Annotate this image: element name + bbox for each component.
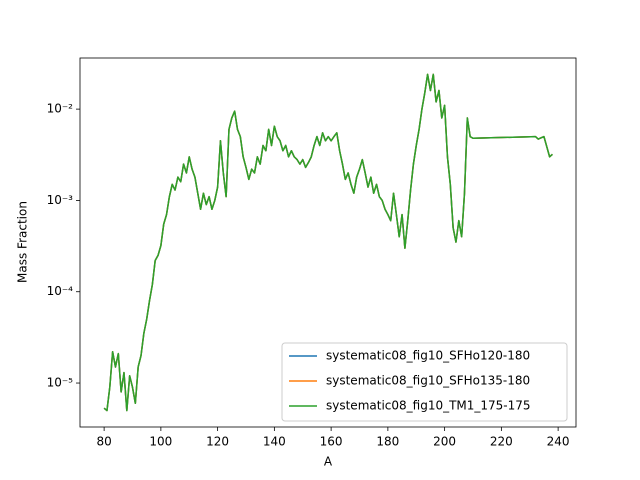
series-line	[103, 73, 553, 412]
legend-label: systematic08_fig10_SFHo120-180	[326, 349, 530, 363]
legend-label: systematic08_fig10_SFHo135-180	[326, 374, 530, 388]
x-tick-label: 120	[206, 435, 229, 449]
legend-label: systematic08_fig10_TM1_175-175	[326, 399, 531, 413]
x-tick-label: 220	[490, 435, 513, 449]
x-tick-label: 100	[149, 435, 172, 449]
y-tick-label: 10⁻²	[47, 102, 74, 116]
y-axis-label: Mass Fraction	[16, 201, 30, 283]
x-tick-label: 240	[547, 435, 570, 449]
x-tick-label: 180	[376, 435, 399, 449]
legend-box	[281, 342, 568, 422]
x-tick-label: 140	[263, 435, 286, 449]
x-tick-label: 80	[96, 435, 111, 449]
plot-frame	[79, 57, 577, 428]
y-tick-label: 10⁻⁴	[47, 284, 74, 298]
x-tick-label: 200	[433, 435, 456, 449]
x-tick-label: 160	[320, 435, 343, 449]
y-tick-label: 10⁻³	[47, 193, 74, 207]
y-tick-label: 10⁻⁵	[47, 376, 74, 390]
x-axis-label: A	[324, 455, 333, 469]
